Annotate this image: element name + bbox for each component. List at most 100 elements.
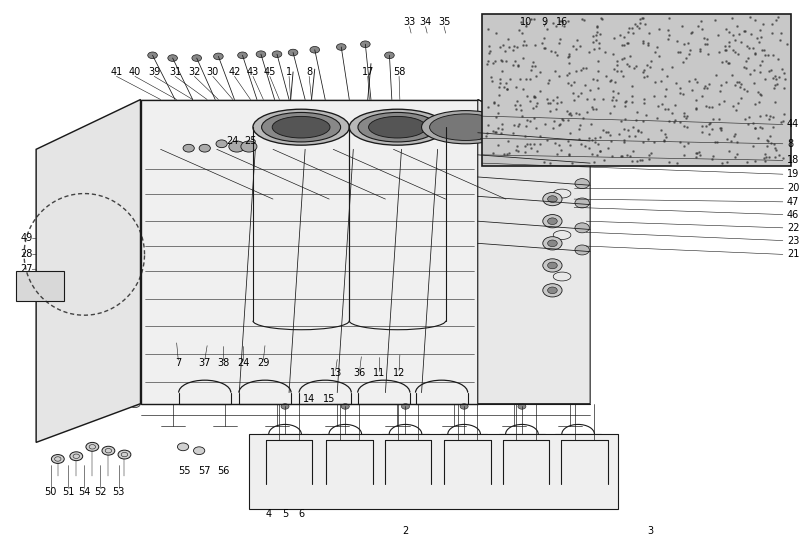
- Point: [488, 57, 500, 66]
- Polygon shape: [140, 100, 477, 404]
- Point: [530, 147, 543, 156]
- Circle shape: [129, 333, 140, 341]
- Point: [673, 137, 686, 146]
- Point: [606, 86, 618, 95]
- Point: [563, 140, 576, 149]
- Point: [677, 39, 690, 48]
- Point: [523, 140, 536, 149]
- Circle shape: [69, 192, 104, 217]
- Circle shape: [543, 18, 556, 27]
- Point: [667, 118, 680, 127]
- Point: [750, 87, 763, 96]
- Point: [763, 111, 776, 120]
- Point: [722, 147, 735, 155]
- Point: [506, 60, 519, 69]
- Point: [766, 122, 779, 131]
- Point: [546, 95, 559, 104]
- Point: [514, 106, 527, 115]
- Circle shape: [268, 448, 274, 453]
- Point: [481, 102, 494, 111]
- Circle shape: [415, 448, 422, 453]
- Point: [694, 17, 707, 25]
- Point: [501, 136, 514, 145]
- Point: [516, 85, 529, 93]
- Point: [731, 77, 744, 86]
- Point: [589, 151, 602, 160]
- Text: 17: 17: [361, 67, 374, 77]
- Point: [703, 119, 715, 128]
- Point: [495, 56, 508, 65]
- Point: [727, 153, 740, 162]
- Text: 39: 39: [148, 67, 160, 77]
- Point: [648, 77, 661, 86]
- Circle shape: [279, 495, 295, 506]
- Circle shape: [588, 448, 594, 453]
- Point: [748, 124, 761, 133]
- Point: [584, 120, 597, 129]
- Circle shape: [574, 156, 589, 166]
- Point: [519, 22, 532, 30]
- Point: [762, 114, 775, 123]
- Point: [533, 140, 545, 149]
- Point: [739, 87, 752, 96]
- Point: [752, 90, 765, 98]
- Point: [557, 21, 569, 30]
- Circle shape: [643, 18, 656, 27]
- Point: [515, 29, 528, 38]
- Point: [730, 78, 743, 87]
- Point: [527, 92, 540, 101]
- Point: [678, 113, 691, 122]
- Circle shape: [460, 404, 468, 409]
- Point: [682, 77, 695, 86]
- Text: 6: 6: [298, 509, 304, 519]
- Point: [628, 20, 641, 29]
- Point: [618, 33, 630, 41]
- Point: [614, 152, 627, 161]
- Point: [625, 24, 638, 33]
- Point: [704, 103, 717, 112]
- Point: [528, 62, 541, 71]
- Point: [491, 140, 504, 149]
- Point: [722, 42, 735, 51]
- Circle shape: [72, 239, 101, 259]
- Point: [508, 101, 521, 109]
- Point: [734, 38, 747, 46]
- Point: [603, 131, 616, 139]
- Point: [726, 30, 739, 39]
- Point: [711, 31, 723, 40]
- Point: [488, 98, 500, 107]
- Text: 41: 41: [110, 67, 123, 77]
- Point: [496, 66, 508, 75]
- Point: [513, 18, 526, 27]
- Point: [586, 38, 599, 47]
- Point: [754, 90, 767, 99]
- Text: 45: 45: [263, 67, 276, 77]
- Point: [593, 147, 606, 155]
- Point: [606, 65, 619, 74]
- Circle shape: [216, 140, 227, 148]
- Point: [562, 109, 575, 118]
- Point: [638, 19, 651, 28]
- Point: [614, 116, 627, 125]
- Point: [520, 116, 533, 125]
- Point: [659, 71, 672, 80]
- Point: [618, 97, 631, 106]
- Point: [485, 77, 498, 86]
- Point: [739, 63, 751, 72]
- Circle shape: [384, 52, 394, 59]
- Point: [774, 117, 787, 126]
- Point: [493, 43, 506, 51]
- Point: [699, 40, 712, 49]
- Point: [676, 142, 689, 150]
- Point: [589, 105, 602, 113]
- Point: [654, 77, 667, 86]
- Point: [754, 123, 767, 132]
- Point: [563, 128, 576, 137]
- Point: [585, 135, 597, 144]
- Point: [777, 84, 790, 92]
- Point: [569, 45, 581, 54]
- Point: [596, 126, 609, 135]
- Text: 35: 35: [437, 17, 450, 27]
- Point: [752, 112, 765, 121]
- Point: [690, 77, 703, 86]
